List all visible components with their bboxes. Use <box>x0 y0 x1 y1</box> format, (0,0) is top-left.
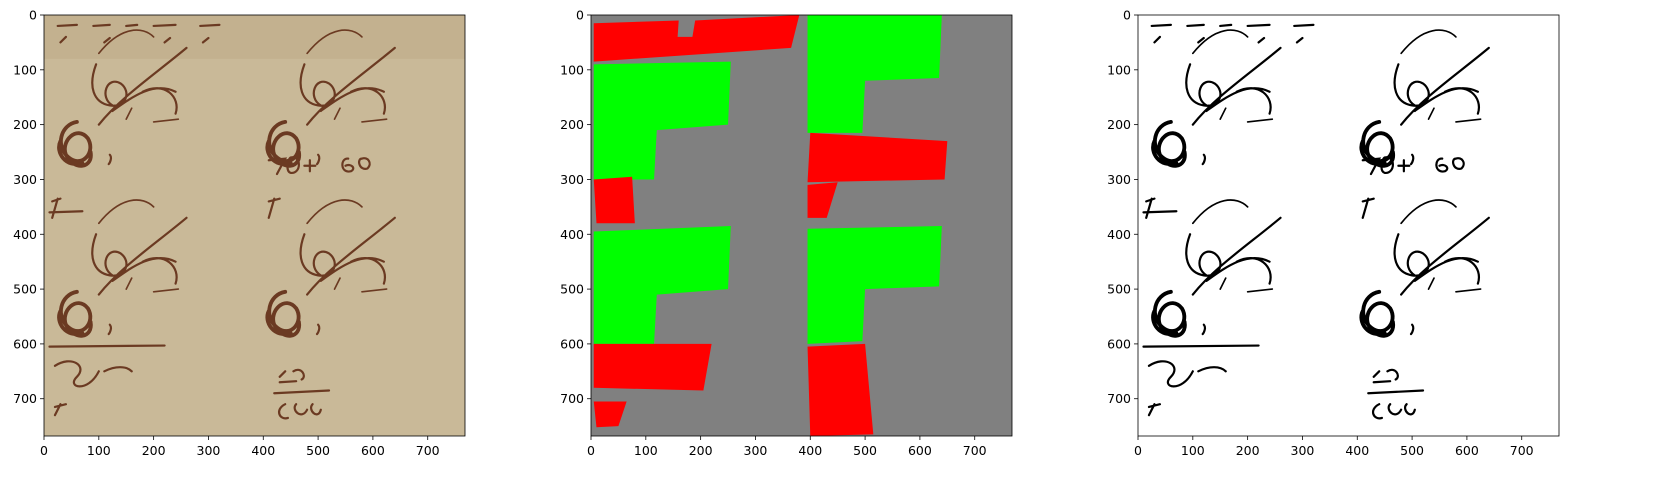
y-tick-label: 200 <box>1107 117 1131 132</box>
x-tick-label: 200 <box>1236 443 1260 458</box>
y-tick-label: 400 <box>1107 227 1131 242</box>
y-tick-label: 100 <box>560 62 584 77</box>
image <box>44 15 465 436</box>
x-tick-label: 100 <box>634 443 658 458</box>
axes-frame <box>43 14 466 437</box>
x-tick-label: 300 <box>197 443 221 458</box>
mask-region <box>807 343 874 436</box>
y-tick-label: 700 <box>560 391 584 406</box>
x-tick-label: 100 <box>87 443 111 458</box>
mask-region <box>807 182 838 218</box>
y-tick-label: 700 <box>1107 391 1131 406</box>
axes-frame <box>590 14 1013 437</box>
y-tick-label: 100 <box>13 62 37 77</box>
mask-region <box>593 226 731 344</box>
y-tick-label: 300 <box>1107 172 1131 187</box>
x-tick-label: 500 <box>1400 443 1424 458</box>
axes-frame <box>1137 14 1560 437</box>
mask-region <box>807 226 942 344</box>
mask-region <box>593 61 731 180</box>
mask-region <box>593 176 635 224</box>
background <box>1138 15 1559 436</box>
image <box>1138 15 1559 436</box>
x-tick-label: 100 <box>1181 443 1205 458</box>
x-tick-label: 300 <box>744 443 768 458</box>
y-tick-label: 700 <box>13 391 37 406</box>
y-tick-label: 600 <box>13 336 37 351</box>
x-tick-label: 400 <box>251 443 275 458</box>
x-tick-label: 0 <box>587 443 595 458</box>
x-tick-label: 400 <box>798 443 822 458</box>
y-tick-label: 0 <box>29 8 37 23</box>
x-tick-label: 300 <box>1291 443 1315 458</box>
y-tick-label: 100 <box>1107 62 1131 77</box>
y-tick-label: 500 <box>13 282 37 297</box>
x-tick-label: 700 <box>1510 443 1534 458</box>
x-tick-label: 0 <box>1134 443 1142 458</box>
x-tick-label: 600 <box>361 443 385 458</box>
x-tick-label: 200 <box>689 443 713 458</box>
x-tick-label: 400 <box>1345 443 1369 458</box>
y-tick-label: 400 <box>560 227 584 242</box>
y-tick-label: 500 <box>1107 282 1131 297</box>
x-tick-label: 0 <box>40 443 48 458</box>
y-tick-label: 400 <box>13 227 37 242</box>
mask-region <box>807 132 948 183</box>
stain <box>44 15 465 59</box>
x-tick-label: 700 <box>963 443 987 458</box>
y-tick-label: 0 <box>576 8 584 23</box>
parchment <box>44 15 465 436</box>
y-tick-label: 500 <box>560 282 584 297</box>
y-tick-label: 200 <box>560 117 584 132</box>
y-tick-label: 600 <box>1107 336 1131 351</box>
y-tick-label: 0 <box>1123 8 1131 23</box>
x-tick-label: 600 <box>908 443 932 458</box>
y-tick-label: 300 <box>560 172 584 187</box>
mask-region <box>807 15 942 133</box>
x-tick-label: 500 <box>853 443 877 458</box>
mask-region <box>593 343 712 391</box>
x-tick-label: 700 <box>416 443 440 458</box>
image <box>591 15 1012 436</box>
x-tick-label: 200 <box>142 443 166 458</box>
x-tick-label: 600 <box>1455 443 1479 458</box>
mask-region <box>593 15 800 62</box>
y-tick-label: 600 <box>560 336 584 351</box>
y-tick-label: 300 <box>13 172 37 187</box>
y-tick-label: 200 <box>13 117 37 132</box>
mask-region <box>593 401 627 428</box>
x-tick-label: 500 <box>306 443 330 458</box>
